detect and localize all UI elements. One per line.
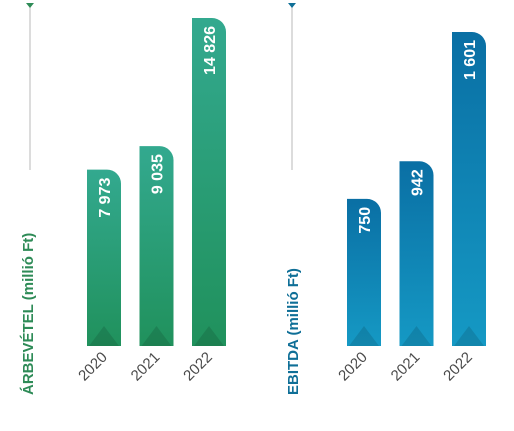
bar-2022 bbox=[452, 32, 486, 346]
bar-shade-icon bbox=[349, 326, 379, 346]
data-label: 750 bbox=[357, 207, 374, 234]
data-label: 942 bbox=[410, 169, 427, 196]
bar-2020 bbox=[87, 169, 122, 346]
chart-1: ÁRBEVÉTEL (millió Ft) 7 973 2020 9 035 2021 1… bbox=[20, 3, 226, 395]
tick-label: 2020 bbox=[335, 349, 371, 385]
axis-arrow-icon bbox=[26, 3, 34, 8]
tick-label: 2021 bbox=[388, 349, 424, 385]
bar-2020 bbox=[347, 198, 381, 346]
chart-2: EBITDA (millió Ft) 750 2020 942 2021 1 601 202… bbox=[285, 3, 486, 395]
tick-label: 2020 bbox=[75, 349, 111, 385]
data-label: 7 973 bbox=[97, 178, 114, 218]
axis-title: ÁRBEVÉTEL (millió Ft) bbox=[20, 233, 37, 395]
tick-label: 2021 bbox=[128, 349, 164, 385]
axis-arrow-icon bbox=[288, 3, 296, 8]
bar-2022 bbox=[192, 18, 226, 346]
bar-2021 bbox=[139, 146, 174, 346]
bar-shade-icon bbox=[194, 326, 224, 346]
axis-title: EBITDA (millió Ft) bbox=[285, 268, 302, 395]
data-label: 9 035 bbox=[150, 154, 167, 194]
bar-shade-icon bbox=[454, 326, 484, 346]
bar-shade-icon bbox=[141, 326, 172, 346]
data-label: 14 826 bbox=[202, 26, 219, 75]
tick-label: 2022 bbox=[180, 349, 216, 385]
bar-shade-icon bbox=[89, 326, 119, 346]
bar-2021 bbox=[399, 161, 434, 346]
tick-label: 2022 bbox=[440, 349, 476, 385]
bar-shade-icon bbox=[401, 326, 432, 346]
data-label: 1 601 bbox=[462, 40, 479, 80]
